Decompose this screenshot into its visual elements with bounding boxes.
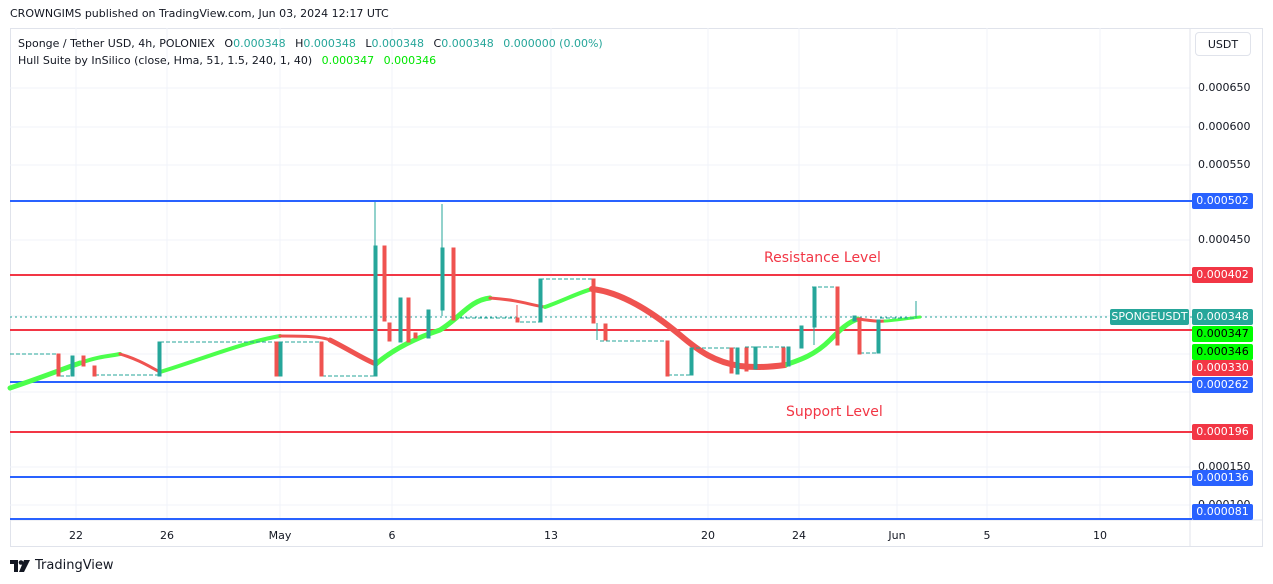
tradingview-brand: TradingView: [35, 558, 114, 573]
resistance-level-label: Resistance Level: [764, 250, 881, 266]
close-value: 0.000348: [441, 37, 494, 50]
time-tick: 26: [160, 529, 174, 542]
chart-frame[interactable]: [10, 28, 1263, 547]
symbol-legend-row[interactable]: Sponge / Tether USD, 4h, POLONIEX O0.000…: [18, 35, 603, 52]
price-badge: 0.000330: [1192, 360, 1253, 376]
time-tick: 24: [792, 529, 806, 542]
indicator-value-2: 0.000346: [383, 54, 437, 67]
support-level-label: Support Level: [786, 404, 883, 420]
hull-suite-band: [7, 286, 922, 391]
time-tick: 6: [388, 529, 396, 542]
currency-button[interactable]: USDT: [1195, 32, 1251, 56]
tradingview-logo-icon: [10, 559, 30, 572]
price-tick: 0.000600: [1198, 120, 1251, 133]
price-badge: 0.000402: [1192, 267, 1253, 283]
time-tick: 20: [701, 529, 715, 542]
high-value: 0.000348: [303, 37, 356, 50]
time-tick: 13: [544, 529, 558, 542]
chart-legend: Sponge / Tether USD, 4h, POLONIEX O0.000…: [18, 35, 603, 69]
time-tick: 5: [983, 529, 991, 542]
time-tick: 22: [69, 529, 83, 542]
high-label: H: [295, 37, 304, 50]
low-label: L: [365, 37, 372, 50]
open-label: O: [224, 37, 234, 50]
price-badge: 0.000502: [1192, 193, 1253, 209]
time-tick: May: [268, 529, 292, 542]
price-badge: 0.000196: [1192, 424, 1253, 440]
price-badge: 0.000346: [1192, 344, 1253, 360]
time-tick: 10: [1093, 529, 1107, 542]
indicator-name: Hull Suite by InSilico (close, Hma, 51, …: [18, 54, 313, 67]
indicator-value-1: 0.000347: [321, 54, 375, 67]
symbol-name: Sponge / Tether USD, 4h, POLONIEX: [18, 37, 215, 50]
price-badge: 0.000136: [1192, 470, 1253, 486]
publish-info: CROWNGIMS published on TradingView.com, …: [10, 7, 389, 20]
price-badge: 0.000081: [1192, 504, 1253, 520]
low-value: 0.000348: [371, 37, 425, 50]
open-value: 0.000348: [233, 37, 286, 50]
symbol-badge: SPONGEUSDT: [1110, 309, 1189, 325]
tradingview-logo[interactable]: TradingView: [10, 558, 114, 573]
close-label: C: [433, 37, 442, 50]
price-tick: 0.000650: [1198, 81, 1251, 94]
time-tick: Jun: [888, 529, 906, 542]
price-tick: 0.000150: [1198, 460, 1251, 473]
price-tick: 0.000550: [1198, 158, 1251, 171]
price-badge: 0.000348: [1192, 309, 1253, 325]
candles: [10, 202, 917, 377]
indicator-legend-row[interactable]: Hull Suite by InSilico (close, Hma, 51, …: [18, 52, 603, 69]
change-value: 0.000000 (0.00%): [503, 37, 603, 50]
price-tick: 0.000450: [1198, 233, 1251, 246]
price-badge: 0.000262: [1192, 377, 1253, 393]
price-badge: 0.000347: [1192, 326, 1253, 342]
